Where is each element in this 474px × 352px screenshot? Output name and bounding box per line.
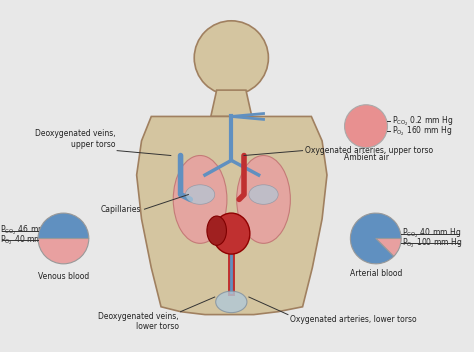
Circle shape xyxy=(345,105,387,148)
Ellipse shape xyxy=(185,185,215,204)
Text: Capillaries: Capillaries xyxy=(101,205,142,214)
Ellipse shape xyxy=(216,291,247,313)
Text: Oxygenated arteries, lower torso: Oxygenated arteries, lower torso xyxy=(290,315,417,323)
Text: Deoxygenated veins,
lower torso: Deoxygenated veins, lower torso xyxy=(98,312,179,331)
Text: Ambient air: Ambient air xyxy=(344,152,389,162)
Text: Oxygenated arteries, upper torso: Oxygenated arteries, upper torso xyxy=(304,146,433,155)
Wedge shape xyxy=(38,213,89,238)
Ellipse shape xyxy=(173,156,227,243)
Text: P$_{\mathrm{O_2}}$ 40 mm Hg: P$_{\mathrm{O_2}}$ 40 mm Hg xyxy=(0,234,55,247)
Text: P$_{\mathrm{O_2}}$ 160 mm Hg: P$_{\mathrm{O_2}}$ 160 mm Hg xyxy=(392,124,453,138)
Wedge shape xyxy=(350,213,401,264)
Text: Arterial blood: Arterial blood xyxy=(350,269,402,278)
Text: P$_{\mathrm{CO_2}}$ 46 mm Hg: P$_{\mathrm{CO_2}}$ 46 mm Hg xyxy=(0,224,59,238)
Text: Deoxygenated veins,
upper torso: Deoxygenated veins, upper torso xyxy=(35,129,115,149)
Wedge shape xyxy=(376,238,401,256)
Ellipse shape xyxy=(207,216,227,245)
Text: P$_{\mathrm{O_2}}$ 100 mm Hg: P$_{\mathrm{O_2}}$ 100 mm Hg xyxy=(402,237,463,250)
Text: Venous blood: Venous blood xyxy=(38,272,89,281)
Ellipse shape xyxy=(249,185,278,204)
Polygon shape xyxy=(137,117,327,315)
Ellipse shape xyxy=(213,213,250,254)
Text: P$_{\mathrm{CO_2}}$ 40 mm Hg: P$_{\mathrm{CO_2}}$ 40 mm Hg xyxy=(402,227,461,240)
Polygon shape xyxy=(211,90,252,117)
Circle shape xyxy=(194,21,268,95)
Text: P$_{\mathrm{CO_2}}$ 0.2 mm Hg: P$_{\mathrm{CO_2}}$ 0.2 mm Hg xyxy=(392,114,454,128)
Wedge shape xyxy=(38,238,89,264)
Ellipse shape xyxy=(237,156,291,243)
